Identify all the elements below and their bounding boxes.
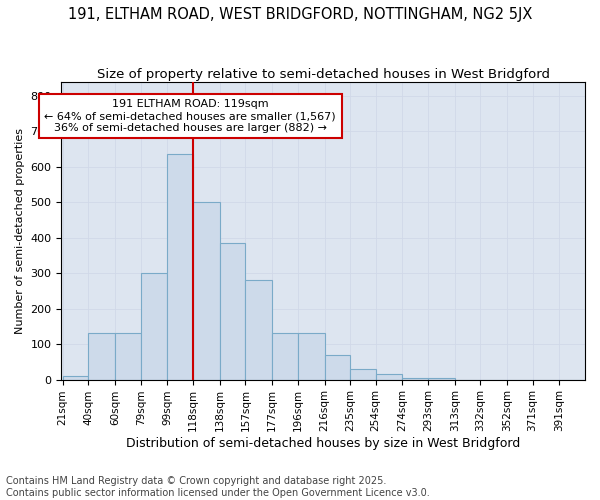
Bar (167, 154, 193, 380)
Bar (403, 378, 428, 380)
Bar (350, 369, 376, 380)
Bar (298, 334, 325, 380)
Text: Contains HM Land Registry data © Crown copyright and database right 2025.
Contai: Contains HM Land Registry data © Crown c… (6, 476, 430, 498)
Text: 191, ELTHAM ROAD, WEST BRIDGFORD, NOTTINGHAM, NG2 5JX: 191, ELTHAM ROAD, WEST BRIDGFORD, NOTTIN… (68, 8, 532, 22)
X-axis label: Distribution of semi-detached houses by size in West Bridgford: Distribution of semi-detached houses by … (126, 437, 520, 450)
Bar (428, 378, 455, 380)
Y-axis label: Number of semi-detached properties: Number of semi-detached properties (15, 128, 25, 334)
Bar (63, 376, 88, 380)
Bar (88, 334, 115, 380)
Bar (272, 334, 298, 380)
Bar (376, 374, 403, 380)
Bar (193, 202, 220, 380)
Bar (115, 334, 140, 380)
Bar (245, 280, 272, 380)
Text: 191 ELTHAM ROAD: 119sqm
← 64% of semi-detached houses are smaller (1,567)
36% of: 191 ELTHAM ROAD: 119sqm ← 64% of semi-de… (44, 100, 336, 132)
Title: Size of property relative to semi-detached houses in West Bridgford: Size of property relative to semi-detach… (97, 68, 550, 80)
Bar (220, 243, 245, 380)
Bar (140, 273, 167, 380)
Bar (325, 355, 350, 380)
